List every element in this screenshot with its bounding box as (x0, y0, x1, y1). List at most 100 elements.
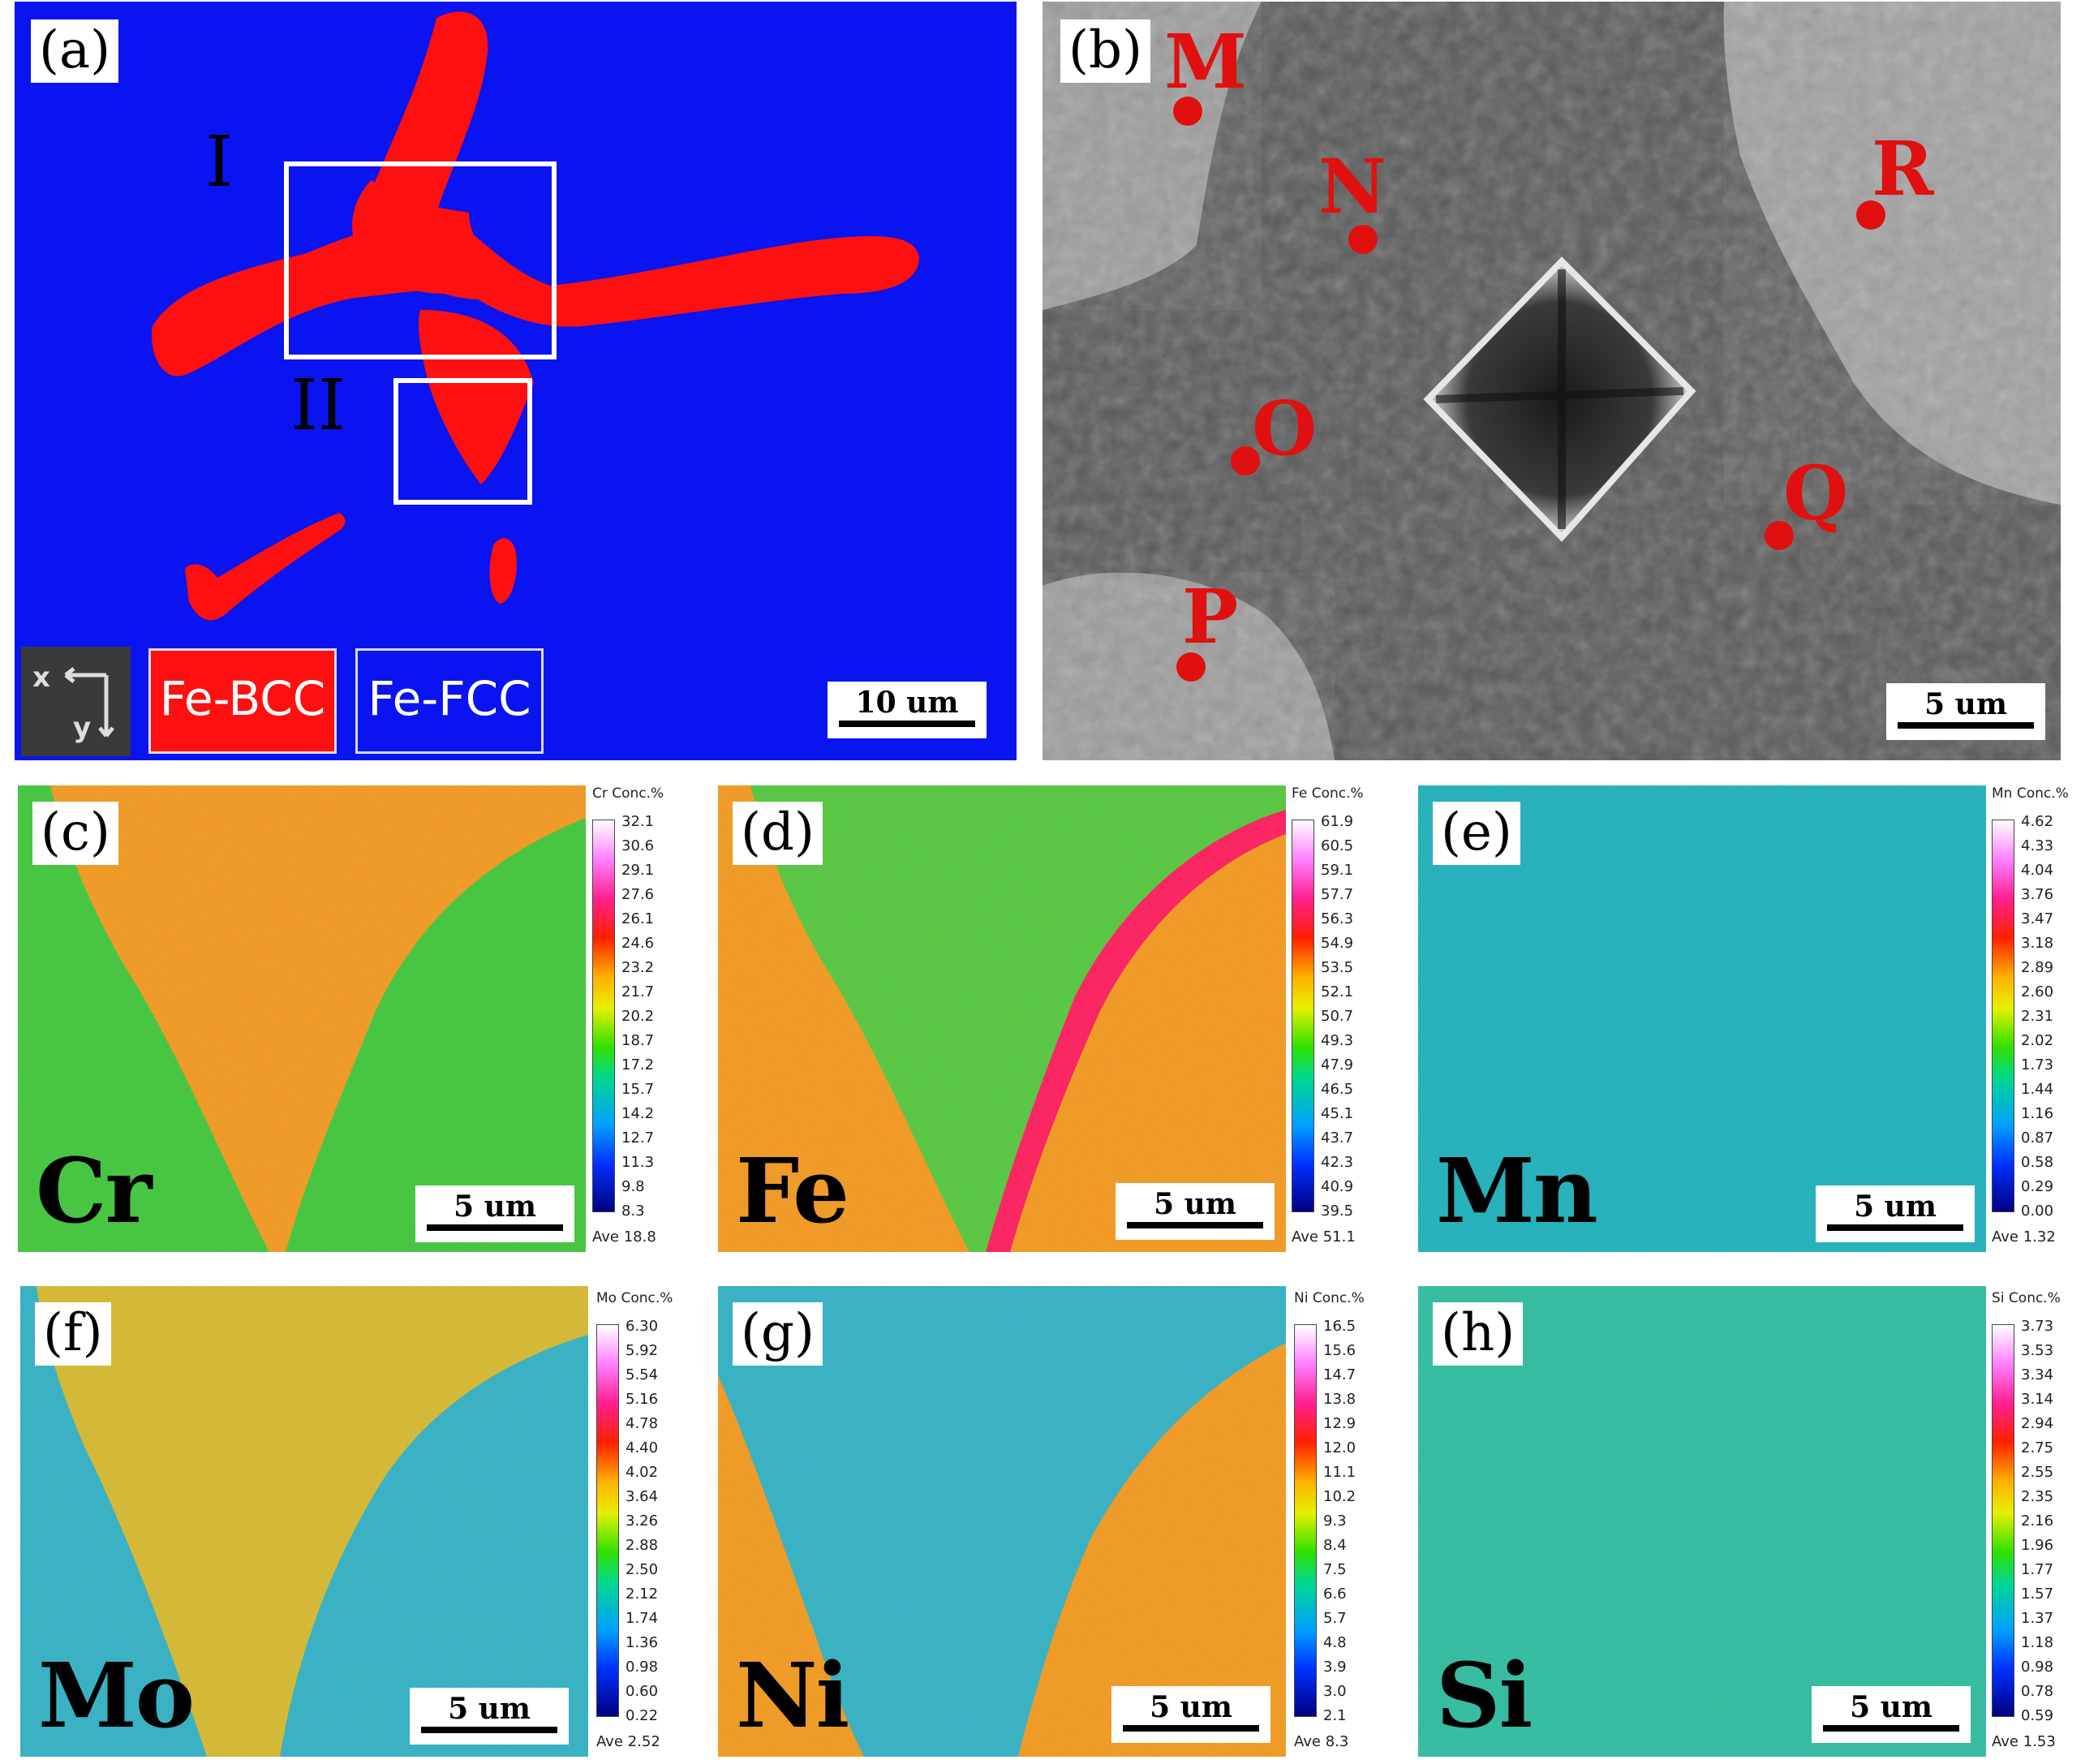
colorbar-cr-tick: 32.1 (621, 813, 655, 830)
colorbar-fe-tick: 56.3 (1321, 910, 1354, 927)
colorbar-mo-tick: 2.50 (626, 1561, 659, 1578)
eds-map-mo: (f) Mo 5 um (20, 1286, 588, 1757)
colorbar-fe-tick: 49.3 (1321, 1032, 1354, 1049)
map-mo-scale-text: 5 um (448, 1692, 531, 1726)
colorbar-fe-tick: 50.7 (1321, 1008, 1354, 1025)
colorbar-mn-tick: 3.76 (2021, 886, 2054, 903)
colorbar-mo-tick: 6.30 (626, 1318, 659, 1335)
eds-map-mn: (e) Mn 5 um (1418, 785, 1986, 1252)
colorbar-cr-tick: 30.6 (621, 837, 655, 854)
point-marker-n (1348, 225, 1378, 254)
colorbar-mn-tick: 1.44 (2021, 1081, 2054, 1098)
panel-b-sem-image: (b) M N O P Q R 5 um (1043, 2, 2061, 760)
colorbar-ni-title: Ni Conc.% (1294, 1290, 1365, 1306)
colorbar-fe-tick: 57.7 (1321, 886, 1354, 903)
colorbar-ni-tick: 3.0 (1323, 1683, 1347, 1700)
colorbar-cr-tick: 29.1 (621, 862, 655, 879)
colorbar-fe-tick: 40.9 (1321, 1178, 1354, 1195)
colorbar-cr-tick: 11.3 (621, 1154, 655, 1171)
colorbar-mo-tick: 1.36 (626, 1634, 659, 1651)
map-fe-label: (d) (733, 802, 823, 865)
panel-a-phase-map: (a) I II x y Fe-BCC Fe-FCC 10 um (15, 2, 1017, 760)
sem-texture (1043, 2, 2061, 760)
colorbar-cr-title: Cr Conc.% (592, 785, 664, 802)
map-ni-scale-text: 5 um (1150, 1690, 1232, 1724)
colorbar-cr-tick: 15.7 (621, 1081, 655, 1098)
colorbar-cr-tick: 17.2 (621, 1056, 655, 1073)
map-mn-scale-bar: 5 um (1816, 1185, 1975, 1242)
colorbar-mo-gradient (596, 1324, 619, 1717)
colorbar-mn-tick: 3.47 (2021, 910, 2054, 927)
colorbar-mo-tick: 0.98 (626, 1659, 659, 1676)
axis-arrows-icon (64, 667, 114, 738)
bcc-fragment-left (185, 513, 346, 621)
colorbar-fe-average: Ave 51.1 (1292, 1228, 1356, 1246)
phase-map-shapes (152, 11, 919, 621)
colorbar-cr-tick: 18.7 (621, 1032, 655, 1049)
colorbar-mn-tick: 0.29 (2021, 1178, 2054, 1195)
colorbar-si-tick: 0.78 (2021, 1683, 2054, 1700)
map-mo-scale-line (421, 1727, 557, 1733)
colorbar-cr: Cr Conc.% 32.1 30.6 29.1 27.6 26.1 24.6 … (592, 785, 681, 1256)
colorbar-mo: Mo Conc.% 6.30 5.92 5.54 5.16 4.78 4.40 … (596, 1290, 686, 1761)
colorbar-cr-tick: 20.2 (621, 1008, 655, 1025)
axis-y-label: y (73, 712, 92, 744)
map-cr-scale-bar: 5 um (415, 1185, 574, 1242)
colorbar-fe-tick: 47.9 (1321, 1056, 1354, 1073)
colorbar-cr-tick: 8.3 (621, 1203, 645, 1220)
colorbar-ni-tick: 3.9 (1323, 1659, 1347, 1676)
colorbar-ni-tick: 13.8 (1323, 1391, 1356, 1408)
point-label-r: R (1872, 125, 1934, 213)
eds-map-ni: (g) Ni 5 um (718, 1286, 1286, 1757)
colorbar-fe-tick: 45.1 (1321, 1105, 1354, 1122)
colorbar-ni-tick: 15.6 (1323, 1342, 1356, 1359)
colorbar-si-tick: 2.75 (2021, 1439, 2054, 1456)
colorbar-fe-tick: 54.9 (1321, 935, 1354, 952)
colorbar-ni-tick: 16.5 (1323, 1318, 1356, 1335)
colorbar-ni-gradient (1294, 1324, 1317, 1717)
colorbar-fe-tick: 43.7 (1321, 1129, 1354, 1147)
colorbar-cr-tick: 24.6 (621, 935, 655, 952)
colorbar-mo-tick: 5.54 (626, 1366, 659, 1383)
colorbar-ni-tick: 7.5 (1323, 1561, 1347, 1578)
colorbar-si-title: Si Conc.% (1992, 1290, 2061, 1306)
colorbar-cr-tick: 14.2 (621, 1105, 655, 1122)
map-mn-element: Mn (1436, 1138, 1598, 1243)
colorbar-si-tick: 1.37 (2021, 1610, 2054, 1627)
point-marker-m (1173, 97, 1202, 126)
colorbar-mo-tick: 0.22 (626, 1707, 659, 1724)
colorbar-si-tick: 0.98 (2021, 1659, 2054, 1676)
colorbar-fe-tick: 46.5 (1321, 1081, 1354, 1098)
map-cr-element: Cr (36, 1138, 153, 1243)
colorbar-ni-tick: 9.3 (1323, 1512, 1347, 1530)
colorbar-si-gradient (1992, 1324, 2014, 1717)
colorbar-mn-tick: 0.87 (2021, 1129, 2054, 1147)
colorbar-mn-tick: 4.33 (2021, 837, 2054, 854)
map-si-label: (h) (1433, 1302, 1524, 1366)
bcc-region-tip (419, 310, 534, 484)
bcc-fragment-right (489, 538, 517, 604)
eds-map-ni-image (718, 1286, 1286, 1757)
colorbar-ni-tick: 12.0 (1323, 1439, 1356, 1456)
colorbar-mn-tick: 0.00 (2021, 1203, 2054, 1220)
colorbar-mn-tick: 1.73 (2021, 1056, 2054, 1073)
map-ni-element: Ni (736, 1643, 849, 1748)
eds-map-si: (h) Si 5 um (1418, 1286, 1986, 1757)
map-ni-scale-line (1123, 1725, 1259, 1732)
point-label-n: N (1318, 143, 1387, 230)
colorbar-mn: Mn Conc.% 4.62 4.33 4.04 3.76 3.47 3.18 … (1992, 785, 2089, 1256)
colorbar-fe-tick: 53.5 (1321, 959, 1354, 976)
colorbar-mo-tick: 5.16 (626, 1391, 659, 1408)
point-marker-p (1176, 652, 1206, 682)
map-mn-scale-text: 5 um (1854, 1190, 1937, 1224)
map-si-scale-line (1823, 1725, 1959, 1732)
colorbar-mo-tick: 0.60 (626, 1683, 659, 1700)
colorbar-si-average: Ave 1.53 (1992, 1733, 2056, 1750)
colorbar-mo-tick: 4.40 (626, 1439, 659, 1456)
colorbar-mn-tick: 0.58 (2021, 1154, 2054, 1171)
eds-map-fe: (d) Fe 5 um (718, 785, 1286, 1252)
eds-map-cr: (c) Cr 5 um (18, 785, 586, 1252)
colorbar-ni-tick: 10.2 (1323, 1488, 1356, 1505)
panel-b-scale-line (1898, 722, 2034, 729)
eds-map-mo-image (20, 1286, 588, 1757)
